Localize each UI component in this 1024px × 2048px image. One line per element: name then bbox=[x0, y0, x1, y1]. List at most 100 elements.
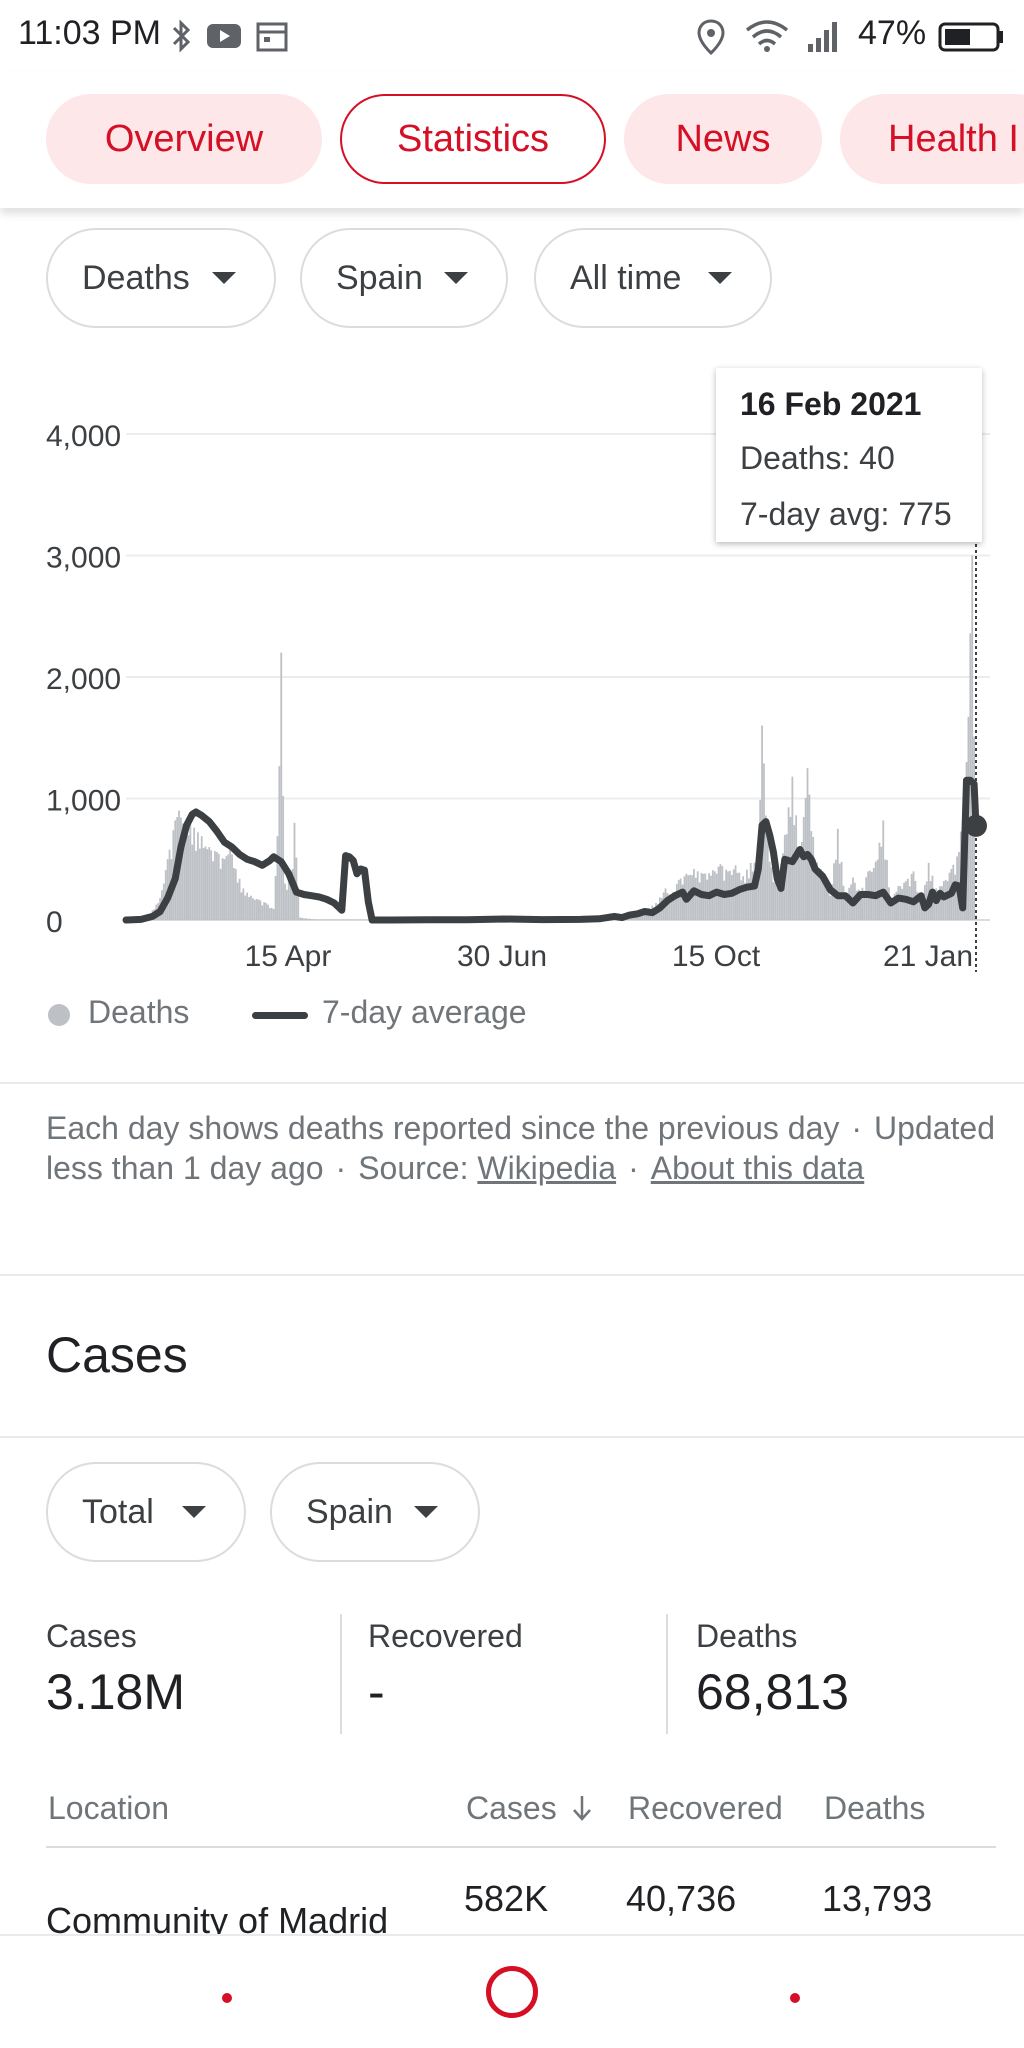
deaths-bar bbox=[874, 861, 877, 920]
deaths-bar bbox=[206, 849, 209, 920]
deaths-bar bbox=[312, 919, 315, 920]
period-dropdown[interactable]: All time bbox=[534, 228, 772, 328]
deaths-bar bbox=[795, 815, 798, 920]
column-header-location[interactable]: Location bbox=[48, 1790, 169, 1826]
deaths-bar bbox=[276, 836, 279, 920]
deaths-bar bbox=[200, 836, 203, 920]
tab-news[interactable]: News bbox=[624, 94, 822, 184]
column-header-deaths[interactable]: Deaths bbox=[824, 1790, 926, 1826]
deaths-bar bbox=[823, 879, 826, 920]
metric-dropdown[interactable]: Deaths bbox=[46, 228, 276, 328]
deaths-bar bbox=[306, 918, 309, 920]
deaths-bar bbox=[238, 878, 241, 920]
deaths-bar bbox=[641, 911, 644, 920]
about-data-link[interactable]: About this data bbox=[650, 1150, 865, 1186]
deaths-bar bbox=[198, 848, 201, 920]
deaths-bar bbox=[189, 824, 192, 920]
deaths-bar bbox=[286, 889, 288, 920]
tab-health[interactable]: Health I bbox=[840, 94, 1024, 184]
deaths-bar bbox=[817, 876, 820, 920]
deaths-bar bbox=[946, 881, 949, 920]
chevron-down-icon bbox=[708, 272, 732, 284]
deaths-bar bbox=[698, 882, 701, 920]
location-icon bbox=[697, 19, 725, 56]
deaths-bar bbox=[255, 899, 258, 920]
deaths-bar bbox=[863, 890, 866, 920]
cases-region-dropdown[interactable]: Spain bbox=[270, 1462, 480, 1562]
deaths-bar bbox=[954, 874, 957, 920]
chart-tooltip: 16 Feb 2021 Deaths: 40 7-day avg: 775 bbox=[716, 368, 982, 542]
stat-recovered: Recovered - bbox=[368, 1618, 523, 1721]
y-tick-label: 3,000 bbox=[46, 542, 121, 575]
deaths-bar bbox=[303, 918, 305, 920]
region-dropdown[interactable]: Spain bbox=[300, 228, 508, 328]
deaths-bar bbox=[242, 888, 245, 920]
deaths-bar bbox=[941, 886, 943, 920]
tab-overview[interactable]: Overview bbox=[46, 94, 322, 184]
y-tick-label: 0 bbox=[46, 906, 63, 939]
deaths-bar bbox=[738, 872, 741, 920]
tab-statistics[interactable]: Statistics bbox=[340, 94, 606, 184]
x-tick-label: 21 Jan bbox=[883, 940, 973, 973]
y-tick-label: 4,000 bbox=[46, 420, 121, 453]
note-source-prefix: Source: bbox=[358, 1150, 469, 1186]
stat-cases-value: 3.18M bbox=[46, 1664, 185, 1720]
row-recovered: 40,736 bbox=[626, 1878, 737, 1919]
deaths-bar bbox=[320, 919, 322, 920]
stat-deaths-value: 68,813 bbox=[696, 1664, 849, 1720]
youtube-icon bbox=[207, 24, 241, 48]
deaths-bar bbox=[768, 861, 771, 920]
deaths-bar bbox=[842, 885, 845, 920]
deaths-bar bbox=[668, 894, 671, 920]
deaths-chart[interactable]: 4,000 3,000 2,000 1,000 0 15 Apr 30 Jun 15 Oct 2… bbox=[0, 360, 1024, 980]
deaths-bar bbox=[233, 868, 235, 920]
deaths-bar bbox=[844, 894, 847, 920]
deaths-bar bbox=[935, 888, 938, 920]
deaths-bar bbox=[778, 873, 781, 920]
deaths-bar bbox=[193, 827, 196, 920]
region-dropdown-label: Spain bbox=[336, 259, 423, 297]
deaths-bar bbox=[261, 905, 264, 920]
deaths-bar bbox=[240, 892, 243, 920]
x-tick-label: 30 Jun bbox=[457, 940, 547, 973]
deaths-bar bbox=[297, 888, 300, 920]
deaths-bar bbox=[944, 879, 947, 920]
source-link[interactable]: Wikipedia bbox=[477, 1150, 617, 1186]
deaths-bar bbox=[181, 823, 184, 920]
legend-average-label: 7-day average bbox=[322, 994, 527, 1030]
cases-section-title: Cases bbox=[46, 1327, 188, 1383]
deaths-bar bbox=[227, 854, 230, 920]
deaths-bar bbox=[757, 859, 760, 920]
home-button[interactable] bbox=[486, 1966, 538, 2018]
back-button[interactable] bbox=[222, 1993, 232, 2003]
deaths-bar bbox=[280, 652, 283, 920]
deaths-bar bbox=[772, 882, 775, 920]
deaths-bar bbox=[838, 863, 841, 920]
deaths-bar bbox=[284, 883, 286, 920]
column-header-recovered[interactable]: Recovered bbox=[628, 1790, 783, 1826]
deaths-bar bbox=[287, 876, 290, 920]
deaths-bar bbox=[827, 891, 830, 920]
deaths-bar bbox=[846, 893, 849, 920]
case-type-dropdown[interactable]: Total bbox=[46, 1462, 246, 1562]
deaths-bar bbox=[812, 836, 815, 920]
deaths-bar bbox=[789, 816, 792, 920]
status-time: 11:03 PM bbox=[18, 14, 162, 52]
case-type-label: Total bbox=[82, 1493, 154, 1531]
recents-button[interactable] bbox=[790, 1993, 800, 2003]
deaths-bar bbox=[897, 885, 900, 920]
chevron-down-icon bbox=[212, 272, 236, 284]
deaths-bar bbox=[859, 893, 862, 920]
deaths-bar bbox=[272, 909, 275, 920]
legend-average-swatch bbox=[252, 1012, 308, 1019]
deaths-bar bbox=[793, 825, 796, 920]
column-header-cases[interactable]: Cases bbox=[466, 1790, 594, 1827]
deaths-bar bbox=[299, 917, 302, 920]
deaths-bar bbox=[221, 858, 224, 920]
deaths-bar bbox=[901, 888, 904, 920]
deaths-bar bbox=[766, 828, 769, 920]
legend-deaths-label: Deaths bbox=[88, 994, 190, 1030]
stat-cases-label: Cases bbox=[46, 1618, 137, 1654]
deaths-bar bbox=[785, 834, 788, 920]
deaths-bar bbox=[291, 868, 294, 920]
